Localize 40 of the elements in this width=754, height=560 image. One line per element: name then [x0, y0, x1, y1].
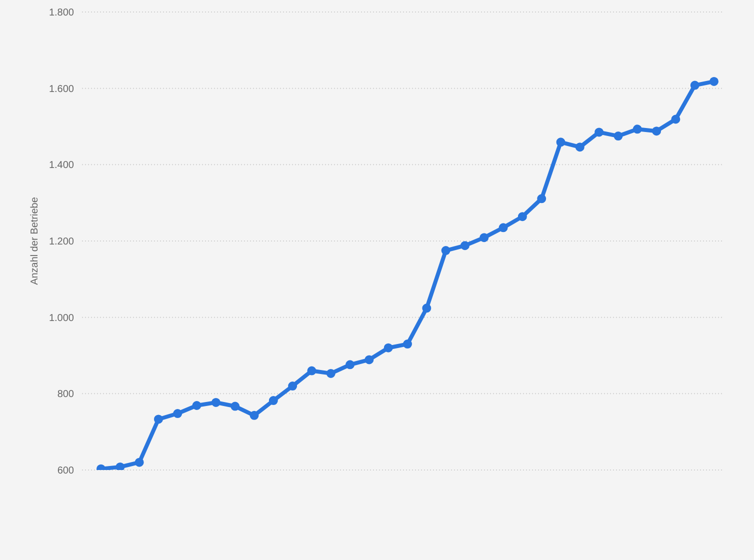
point	[690, 80, 700, 90]
point	[518, 212, 527, 222]
point	[594, 128, 604, 137]
point	[326, 368, 336, 378]
point	[230, 402, 240, 411]
point	[614, 132, 623, 141]
point	[710, 76, 718, 86]
point	[498, 223, 508, 232]
point	[288, 382, 298, 391]
point	[134, 458, 144, 467]
point	[480, 233, 489, 242]
point	[460, 241, 470, 250]
y-tick-label: 1.800	[48, 8, 74, 19]
point	[154, 414, 163, 424]
point	[556, 138, 566, 147]
point	[632, 124, 642, 134]
point	[652, 126, 662, 136]
point	[173, 409, 182, 418]
point	[575, 142, 584, 152]
point	[403, 340, 412, 349]
point	[250, 410, 259, 420]
y-tick-label: 1.600	[48, 84, 74, 95]
point	[192, 401, 202, 410]
y-tick-label: 800	[57, 389, 74, 400]
y-tick-label: 1.200	[48, 236, 74, 248]
point	[422, 304, 432, 313]
point	[211, 398, 220, 407]
y-tick-label: 1.400	[48, 160, 74, 172]
point	[116, 462, 125, 470]
point	[307, 366, 316, 376]
point	[364, 355, 374, 364]
point	[537, 194, 546, 204]
y-axis-title: Anzahl der Betriebe	[30, 196, 41, 285]
point	[384, 343, 393, 352]
point	[346, 360, 355, 370]
point	[268, 396, 278, 406]
point	[671, 114, 680, 124]
y-tick-label: 600	[57, 466, 74, 477]
point	[441, 246, 450, 256]
y-tick-label: 1.000	[48, 312, 74, 324]
